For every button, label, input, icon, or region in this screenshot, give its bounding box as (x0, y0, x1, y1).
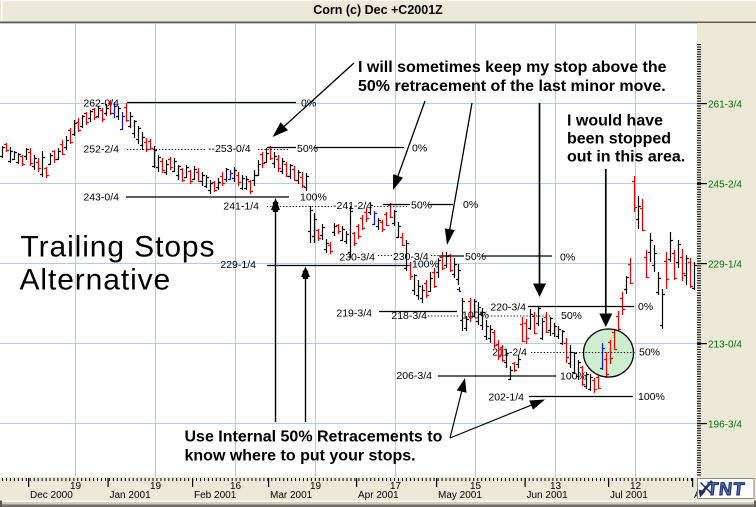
svg-text:213-0/4: 213-0/4 (708, 340, 742, 351)
svg-text:262-0/4: 262-0/4 (83, 98, 119, 110)
svg-text:0%: 0% (638, 301, 653, 313)
svg-text:243-0/4: 243-0/4 (83, 192, 119, 204)
svg-text:I will sometimes keep my stop: I will sometimes keep my stop above the (358, 59, 667, 76)
svg-text:16: 16 (230, 481, 242, 492)
svg-text:261-3/4: 261-3/4 (708, 100, 742, 111)
svg-text:50%: 50% (465, 251, 486, 263)
svg-text:50%: 50% (639, 347, 660, 359)
svg-text:0%: 0% (463, 199, 478, 211)
svg-text:100%: 100% (300, 192, 327, 204)
svg-text:196-3/4: 196-3/4 (708, 420, 742, 431)
svg-text:100%: 100% (638, 391, 665, 403)
svg-text:229-1/4: 229-1/4 (708, 260, 742, 271)
svg-text:50%: 50% (411, 200, 432, 212)
svg-text:Use Internal 50% Retracements: Use Internal 50% Retracements to (185, 429, 443, 446)
svg-text:Dec 2000: Dec 2000 (30, 490, 73, 501)
svg-text:206-3/4: 206-3/4 (396, 370, 432, 382)
svg-text:50%: 50% (561, 310, 582, 322)
svg-text:19: 19 (150, 481, 162, 492)
svg-text:19: 19 (70, 481, 82, 492)
svg-text:May 2001: May 2001 (438, 490, 482, 501)
svg-text:Trailing Stops: Trailing Stops (21, 231, 216, 264)
svg-text:219-3/4: 219-3/4 (336, 308, 372, 320)
svg-text:50% retracement of the last mi: 50% retracement of the last minor move. (358, 78, 666, 95)
svg-text:13: 13 (550, 481, 562, 492)
svg-text:know where to put your stops.: know where to put your stops. (185, 448, 416, 465)
svg-text:--253-0/4: --253-0/4 (208, 143, 251, 155)
svg-text:202-1/4: 202-1/4 (488, 392, 524, 404)
svg-text:been stopped: been stopped (567, 131, 671, 148)
svg-text:-241-2/4: -241-2/4 (333, 200, 372, 212)
svg-text:230-3/4: 230-3/4 (339, 252, 375, 264)
svg-text:Corn (c) Dec +C2001Z: Corn (c) Dec +C2001Z (313, 3, 443, 17)
svg-text:Apr 2001: Apr 2001 (358, 490, 399, 501)
svg-text:245-2/4: 245-2/4 (708, 180, 742, 191)
svg-text:Feb 2001: Feb 2001 (194, 490, 237, 501)
svg-text:Alternative: Alternative (20, 264, 172, 297)
svg-text:229-1/4: 229-1/4 (220, 259, 256, 271)
svg-text:100%: 100% (462, 310, 489, 322)
svg-text:17: 17 (390, 481, 402, 492)
svg-text:252-2/4: 252-2/4 (83, 144, 119, 156)
svg-text:TNT: TNT (706, 479, 746, 499)
svg-text:220-3/4: 220-3/4 (490, 302, 526, 314)
svg-text:19: 19 (310, 481, 322, 492)
svg-text:241-1/4: 241-1/4 (223, 201, 259, 213)
svg-text:12: 12 (630, 481, 642, 492)
svg-text:Jan 2001: Jan 2001 (110, 490, 152, 501)
svg-text:out in this area.: out in this area. (567, 149, 685, 166)
svg-text:218-3/4: 218-3/4 (391, 310, 427, 322)
svg-text:I would have: I would have (567, 113, 663, 130)
svg-text:Mar 2001: Mar 2001 (270, 490, 313, 501)
svg-text:Jul 2001: Jul 2001 (610, 490, 648, 501)
svg-text:0%: 0% (412, 143, 427, 155)
svg-text:50%: 50% (297, 143, 318, 155)
svg-text:Jun 2001: Jun 2001 (527, 490, 569, 501)
svg-text:15: 15 (470, 481, 482, 492)
svg-text:230-3/4: 230-3/4 (393, 251, 429, 263)
svg-text:100%: 100% (412, 259, 439, 271)
svg-text:211-2/4: 211-2/4 (492, 347, 527, 359)
svg-text:100%: 100% (560, 371, 587, 383)
svg-text:0%: 0% (560, 252, 575, 264)
